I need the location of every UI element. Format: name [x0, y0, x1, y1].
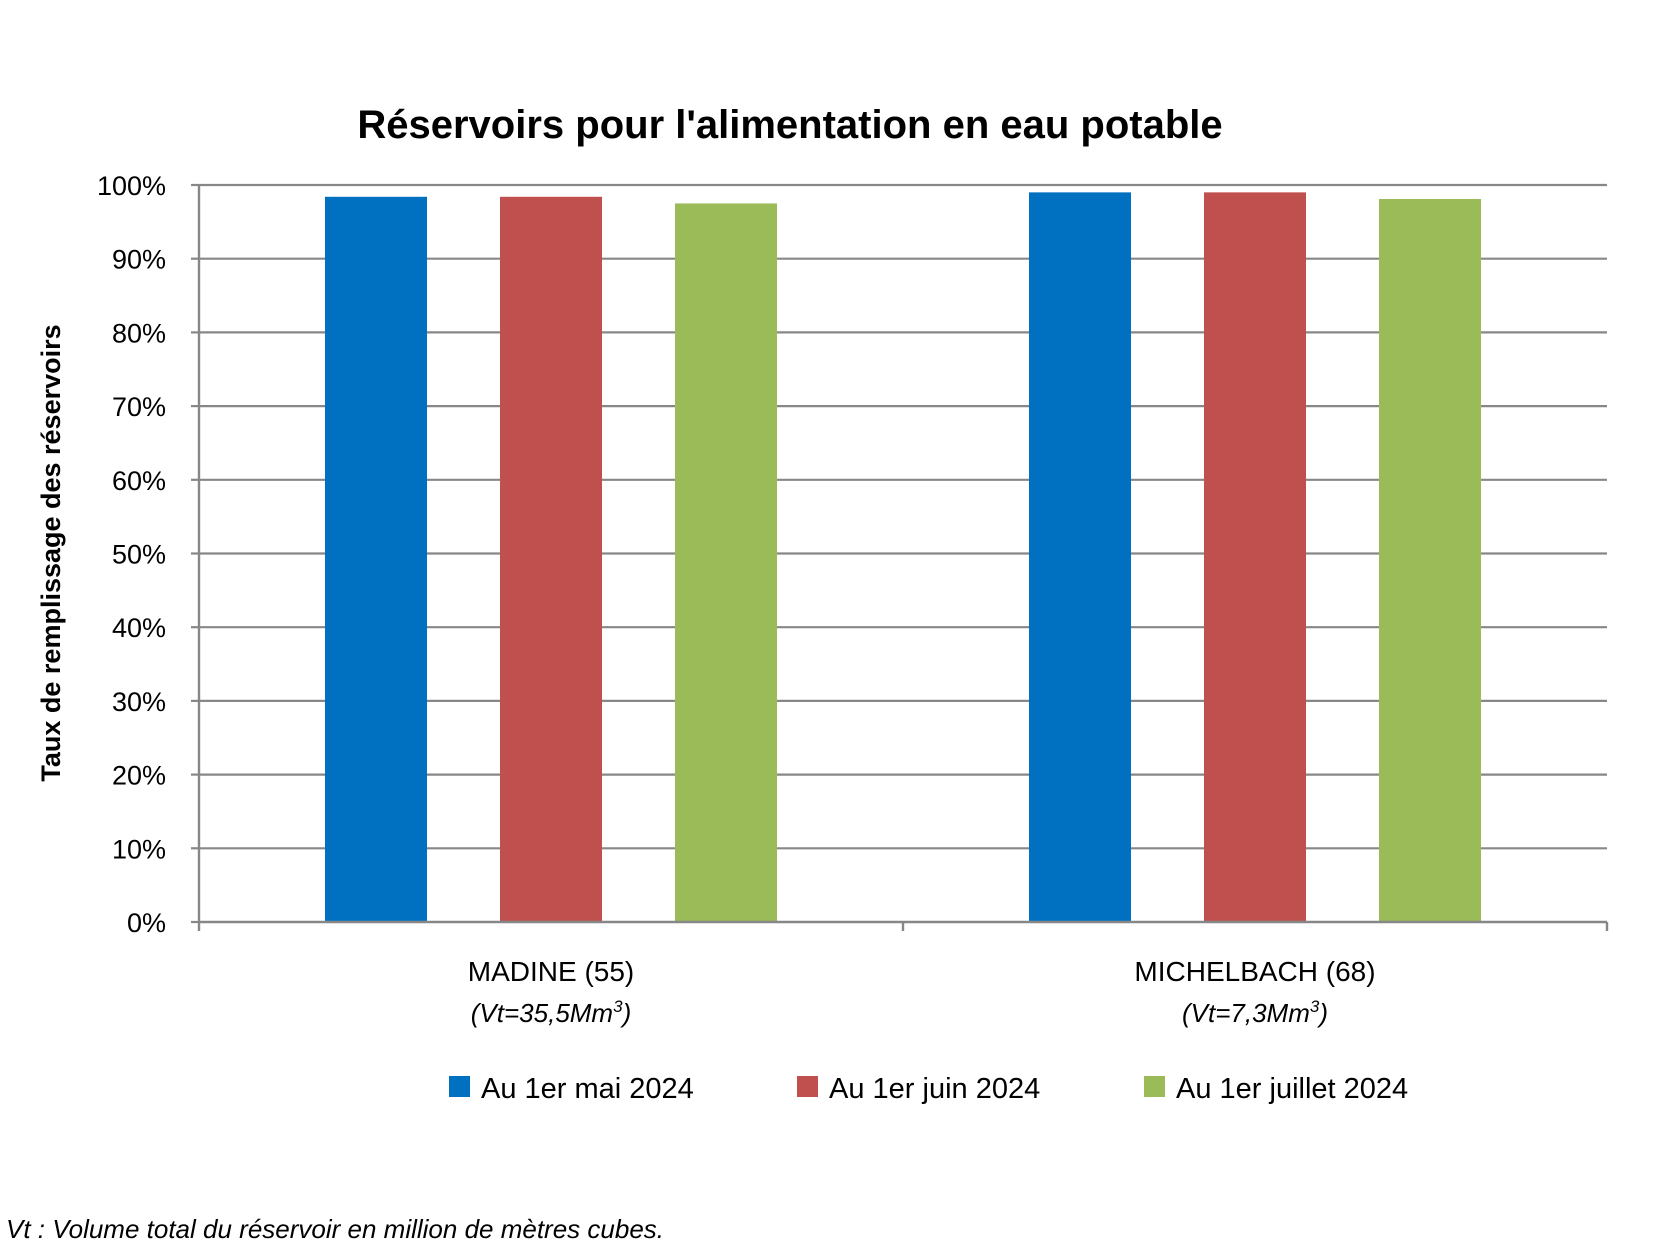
legend-label: Au 1er juillet 2024 [1176, 1073, 1408, 1105]
bar-2-2 [1204, 192, 1306, 922]
y-tick-label: 80% [112, 318, 166, 348]
y-tick-label: 30% [112, 687, 166, 717]
y-tick-label: 70% [112, 392, 166, 422]
legend-swatch [449, 1076, 470, 1097]
legend-label: Au 1er mai 2024 [481, 1073, 694, 1105]
category-sublabel: (Vt=7,3Mm3) [1182, 997, 1328, 1028]
axes [197, 184, 1609, 931]
category-label: MADINE (55) [468, 956, 634, 987]
grid-lines [191, 183, 1607, 924]
bar-2-1 [1029, 192, 1131, 922]
category-labels: MADINE (55) (Vt=35,5Mm3) MICHELBACH (68) (V… [468, 956, 1376, 1028]
y-tick-label: 100% [97, 171, 166, 201]
y-tick-label: 40% [112, 613, 166, 643]
category-sublabel: (Vt=35,5Mm3) [471, 997, 631, 1028]
y-tick-label: 20% [112, 761, 166, 791]
chart-title: Réservoirs pour l'alimentation en eau po… [357, 103, 1222, 147]
y-axis-label: Taux de remplissage des réservoirs [36, 324, 66, 781]
footnote: Vt : Volume total du réservoir en millio… [6, 1214, 664, 1244]
bar-1-1 [325, 196, 427, 923]
bar-1-2 [500, 196, 602, 923]
legend-swatch [1144, 1076, 1165, 1097]
bars [325, 192, 1481, 923]
legend-swatch [797, 1076, 818, 1097]
bar-2-3 [1379, 199, 1481, 923]
y-tick-label: 90% [112, 245, 166, 275]
legend: Au 1er mai 2024 Au 1er juin 2024 Au 1er ju… [449, 1073, 1408, 1105]
bar-1-3 [675, 203, 777, 923]
legend-label: Au 1er juin 2024 [829, 1073, 1040, 1105]
y-tick-label: 10% [112, 834, 166, 864]
y-tick-label: 50% [112, 540, 166, 570]
y-tick-label: 0% [127, 908, 166, 938]
y-tick-labels: 0% 10% 20% 30% 40% 50% 60% 70% 80% 90% 100% [97, 171, 166, 938]
category-label: MICHELBACH (68) [1134, 956, 1375, 987]
y-tick-label: 60% [112, 466, 166, 496]
